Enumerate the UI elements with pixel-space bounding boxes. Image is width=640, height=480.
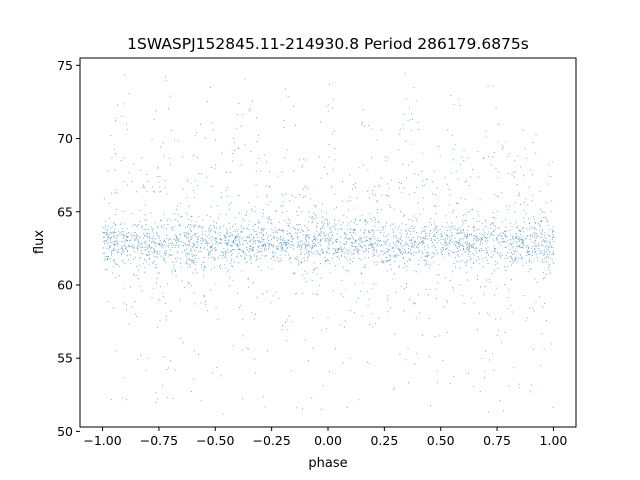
- data-points: [102, 72, 555, 415]
- y-tick-label: 50: [57, 424, 73, 439]
- x-tick-label: −0.25: [252, 433, 290, 448]
- x-tick-label: 0.25: [370, 433, 398, 448]
- x-tick-label: −1.00: [83, 433, 121, 448]
- y-tick-label: 70: [57, 131, 73, 146]
- x-tick-label: −0.75: [140, 433, 178, 448]
- y-axis-label: flux: [32, 230, 47, 254]
- x-tick-label: 1.00: [540, 433, 568, 448]
- y-tick-label: 60: [57, 277, 73, 292]
- x-tick-label: 0.75: [483, 433, 511, 448]
- y-tick-label: 55: [57, 351, 73, 366]
- chart-title: 1SWASPJ152845.11-214930.8 Period 286179.…: [127, 35, 529, 53]
- y-tick-label: 65: [57, 204, 73, 219]
- x-tick-label: 0.00: [314, 433, 342, 448]
- x-tick-label: −0.50: [196, 433, 234, 448]
- x-axis: −1.00 −0.75 −0.50 −0.25 0.00 0.25 0.50 0.75 1.00: [83, 427, 567, 448]
- scatter-point-cloud: [102, 72, 555, 415]
- x-tick-label: 0.50: [427, 433, 455, 448]
- x-axis-label: phase: [308, 456, 347, 471]
- y-axis: 50 55 60 65 70 75: [57, 58, 80, 439]
- y-tick-label: 75: [57, 58, 73, 73]
